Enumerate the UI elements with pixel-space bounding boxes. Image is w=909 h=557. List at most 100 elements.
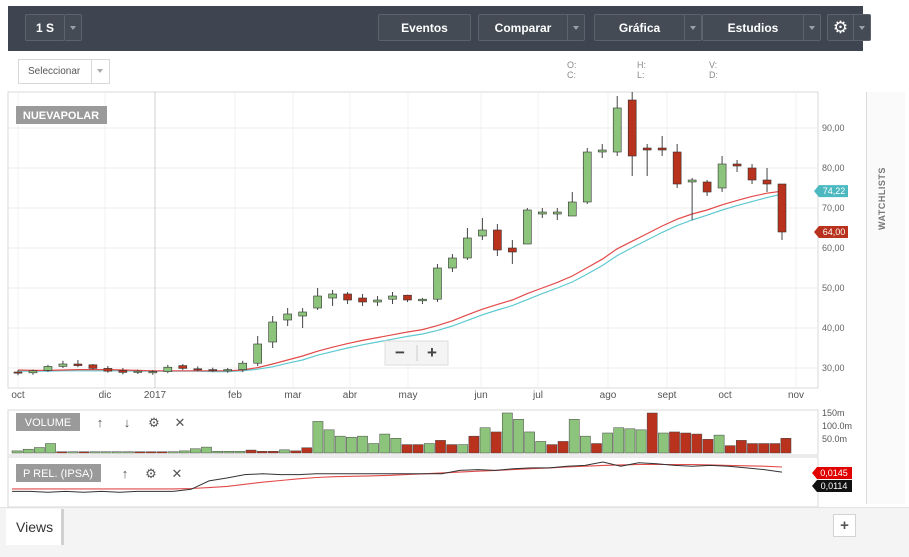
volume-tick-label: 50.0m [822, 434, 847, 444]
y-tick-label: 50,00 [822, 283, 845, 293]
estudios-button[interactable]: Estudios [702, 14, 804, 41]
interval-dropdown-caret[interactable] [65, 14, 82, 41]
candle-body [178, 365, 188, 369]
selector-dropdown[interactable]: Seleccionar [18, 59, 110, 84]
comparar-dropdown-caret[interactable] [568, 14, 585, 41]
y-tick-label: 70,00 [822, 203, 845, 213]
volume-bar [446, 444, 457, 454]
relative-price-tag [812, 480, 852, 492]
moving-averages [17, 190, 783, 373]
footer-bar [0, 507, 909, 557]
add-view-button[interactable]: + [833, 514, 856, 537]
candle-body [28, 370, 38, 374]
volume-bar [56, 451, 67, 454]
grafica-dropdown-caret[interactable] [685, 14, 702, 41]
volume-bar [279, 449, 290, 454]
volume-bar [34, 447, 45, 454]
settings-button[interactable]: ⚙ [827, 14, 854, 41]
price-chart[interactable]: 30,00 40,00 50,00 60,00 70,00 80,00 90,00 oct di… [0, 90, 909, 510]
candle-body [208, 369, 218, 372]
volume-bar [346, 436, 357, 454]
candle-body [552, 211, 562, 215]
volume-bar [134, 451, 145, 454]
settings-dropdown-caret[interactable] [854, 14, 871, 41]
volume-bar [89, 451, 101, 454]
candle-body [373, 299, 382, 303]
candle-body [163, 366, 173, 372]
candle-body [508, 247, 517, 253]
candle-body [298, 311, 307, 317]
volume-bar [178, 450, 190, 454]
x-tick-label: jul [532, 390, 543, 401]
x-tick-label: jun [473, 390, 487, 401]
volume-bar [67, 451, 79, 454]
volume-bar [435, 440, 446, 454]
volume-badge [16, 413, 80, 431]
candle-body [597, 149, 607, 153]
views-tab[interactable]: Views [6, 509, 64, 545]
watchlists-sidebar[interactable] [866, 92, 905, 504]
x-tick-label: sept [658, 390, 677, 401]
candlesticks [13, 92, 787, 376]
volume-bar [568, 419, 580, 454]
volume-bar [613, 427, 625, 454]
x-tick-label: dic [99, 390, 112, 401]
volume-bar [580, 435, 591, 454]
candle-body [133, 370, 143, 373]
x-tick-label: oct [718, 390, 732, 401]
volume-bar [301, 447, 313, 454]
grafica-button[interactable]: Gráfica [594, 14, 685, 41]
volume-bar [713, 434, 725, 454]
volume-bar [479, 427, 491, 454]
volume-bar [557, 441, 569, 454]
candle-body [478, 229, 487, 237]
chevron-down-icon[interactable] [91, 60, 109, 83]
candle-body [702, 181, 712, 193]
watchlists-tab[interactable]: WATCHLISTS [877, 160, 891, 230]
candle-body [687, 179, 697, 183]
price-tag-label: 74,22 [823, 186, 846, 196]
ohlc-date-label: D: [709, 70, 718, 80]
y-tick-label: 30,00 [822, 363, 845, 373]
volume-bar [591, 443, 602, 454]
candle-body [777, 183, 787, 233]
volume-bar [234, 451, 246, 454]
candle-body [612, 107, 622, 153]
volume-bar [145, 451, 157, 454]
volume-bar [401, 444, 413, 454]
eventos-button[interactable]: Eventos [378, 14, 471, 41]
ohlc-close-label: C: [567, 70, 576, 80]
volume-bar [212, 451, 223, 454]
interval-button[interactable]: 1 S [25, 14, 65, 41]
volume-bar [167, 451, 179, 454]
ohlc-high-label: H: [637, 60, 646, 70]
relative-price-lines [12, 461, 783, 493]
relative-label: P REL. (IPSA) [23, 468, 93, 480]
volume-bar [100, 451, 112, 454]
candle-body [448, 257, 457, 269]
volume-bar [736, 440, 747, 454]
volume-tick-label: 150m [822, 408, 845, 418]
selector-value: Seleccionar [28, 66, 81, 77]
estudios-dropdown-caret[interactable] [804, 14, 821, 41]
arrow-up-icon: ↑ [97, 415, 104, 430]
comparar-button[interactable]: Comparar [478, 14, 568, 41]
close-icon: ✕ [172, 466, 183, 481]
volume-bar [379, 433, 391, 454]
volume-bar [11, 450, 23, 454]
y-tick-label: 80,00 [822, 163, 845, 173]
gear-icon: ⚙ [145, 466, 157, 481]
volume-bar [669, 431, 680, 454]
ohlc-volume-label: V: [709, 60, 718, 70]
volume-bar [201, 446, 212, 454]
candle-body [403, 294, 412, 301]
volume-bar [290, 450, 301, 454]
symbol-badge [16, 106, 107, 124]
volume-bar [524, 431, 535, 454]
ohlc-low-label: L: [637, 70, 645, 80]
relative-price-tag-label: 0,0114 [821, 481, 848, 491]
relative-ma-line [12, 463, 783, 490]
candle-body [73, 363, 83, 366]
ohlc-open-label: O: [567, 60, 577, 70]
chart-toolbar: 1 S Eventos Comparar Gráfica Estudios ⚙ [8, 6, 871, 51]
